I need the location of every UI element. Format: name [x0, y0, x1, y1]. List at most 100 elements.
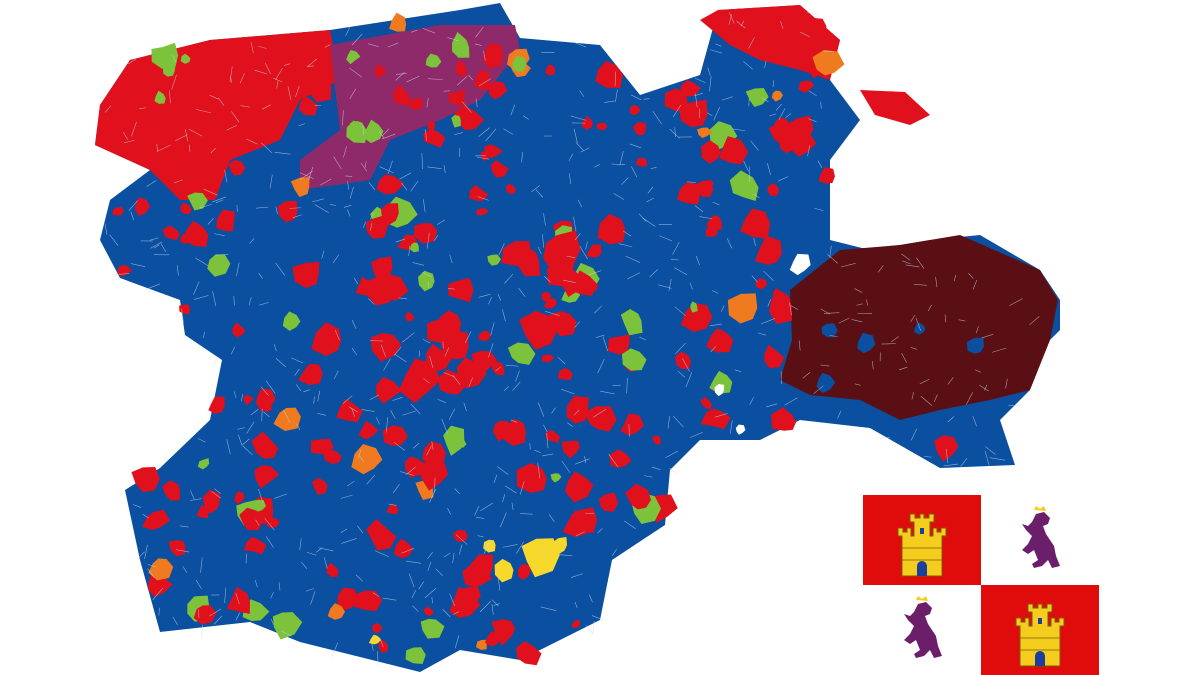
municipality-border — [665, 450, 679, 459]
municipality-border — [630, 94, 642, 101]
municipality-border — [317, 413, 326, 416]
municipality-border — [152, 587, 164, 601]
municipality-border — [879, 437, 891, 439]
municipality — [179, 304, 190, 315]
municipality-border — [301, 561, 308, 569]
municipality-border — [484, 543, 489, 552]
municipality-border — [368, 182, 376, 191]
municipality-border — [638, 213, 647, 222]
municipality-border — [910, 314, 916, 323]
municipality-border — [342, 110, 344, 126]
municipality-border — [390, 410, 396, 419]
municipality-border — [753, 194, 760, 199]
municipality — [566, 395, 589, 424]
municipality-border — [476, 157, 490, 160]
municipality — [545, 429, 560, 444]
municipality-border — [456, 534, 468, 545]
municipality — [282, 311, 301, 331]
municipality — [228, 160, 246, 176]
municipality-border — [544, 276, 551, 283]
municipality-border — [612, 548, 617, 556]
municipality — [490, 160, 509, 178]
municipality-border — [275, 67, 283, 81]
municipality-border — [721, 96, 733, 101]
municipality-border — [145, 283, 161, 290]
municipality-border — [699, 216, 713, 220]
municipality — [491, 361, 505, 376]
municipality — [180, 53, 191, 64]
municipality-border — [586, 625, 594, 635]
municipality-border — [585, 241, 588, 250]
municipality-border — [543, 213, 546, 226]
municipality-border — [667, 416, 670, 429]
municipality-border — [283, 63, 291, 66]
municipality — [620, 309, 643, 336]
municipality-border — [706, 112, 713, 116]
municipality-border — [299, 170, 313, 181]
municipality-border — [927, 304, 932, 312]
municipality — [454, 438, 467, 448]
municipality-border — [615, 89, 618, 103]
municipality-border — [212, 291, 217, 307]
municipality-border — [947, 377, 954, 385]
municipality — [745, 87, 769, 107]
municipality-border — [249, 238, 255, 244]
municipality-border — [574, 601, 578, 608]
municipality-border — [902, 260, 911, 265]
municipality — [203, 119, 220, 133]
municipality-border — [571, 573, 583, 578]
municipality-border — [236, 205, 238, 212]
municipality-border — [370, 638, 374, 651]
municipality-border — [427, 551, 433, 559]
municipality-border — [184, 129, 189, 142]
municipality-border — [802, 372, 811, 379]
municipality-border — [458, 147, 461, 157]
municipality-border — [670, 258, 679, 261]
municipality-border — [435, 568, 443, 576]
municipality-border — [362, 221, 366, 228]
municipality-border — [945, 448, 949, 464]
municipality-border — [511, 502, 514, 510]
municipality-border — [123, 139, 135, 144]
municipality — [516, 463, 547, 494]
municipality-border — [132, 504, 142, 508]
municipality-border — [504, 273, 514, 284]
municipality — [595, 60, 623, 89]
municipality — [238, 71, 272, 99]
municipality — [364, 275, 392, 306]
municipality-border — [411, 590, 417, 598]
municipality-border — [817, 160, 823, 168]
municipality — [451, 114, 461, 128]
municipality-border — [764, 60, 767, 68]
municipality — [571, 620, 580, 629]
municipality-border — [299, 538, 302, 550]
municipality-border — [623, 230, 632, 237]
municipality-border — [531, 185, 541, 193]
municipality-border — [236, 262, 240, 277]
municipality-border — [353, 277, 359, 285]
municipality — [562, 510, 591, 538]
municipality — [476, 639, 487, 650]
municipality-border — [789, 302, 792, 316]
municipality-border — [441, 418, 448, 434]
municipality-border — [808, 90, 817, 97]
municipality — [719, 136, 749, 165]
municipality-border — [807, 12, 819, 15]
municipality-border — [626, 377, 628, 394]
municipality-border — [749, 397, 754, 406]
municipality — [771, 407, 797, 431]
municipality-border — [490, 322, 495, 336]
municipality-border — [504, 485, 517, 494]
municipality-border — [898, 366, 908, 371]
municipality-border — [491, 603, 494, 615]
municipality — [443, 425, 465, 456]
municipality — [267, 116, 276, 128]
municipality-border — [104, 223, 108, 235]
municipality-border — [535, 189, 544, 198]
municipality-border — [270, 618, 275, 625]
municipality-border — [570, 115, 587, 121]
municipality-border — [477, 196, 489, 201]
municipality-border — [443, 372, 455, 378]
municipality — [729, 170, 759, 202]
municipality-border — [659, 235, 673, 242]
